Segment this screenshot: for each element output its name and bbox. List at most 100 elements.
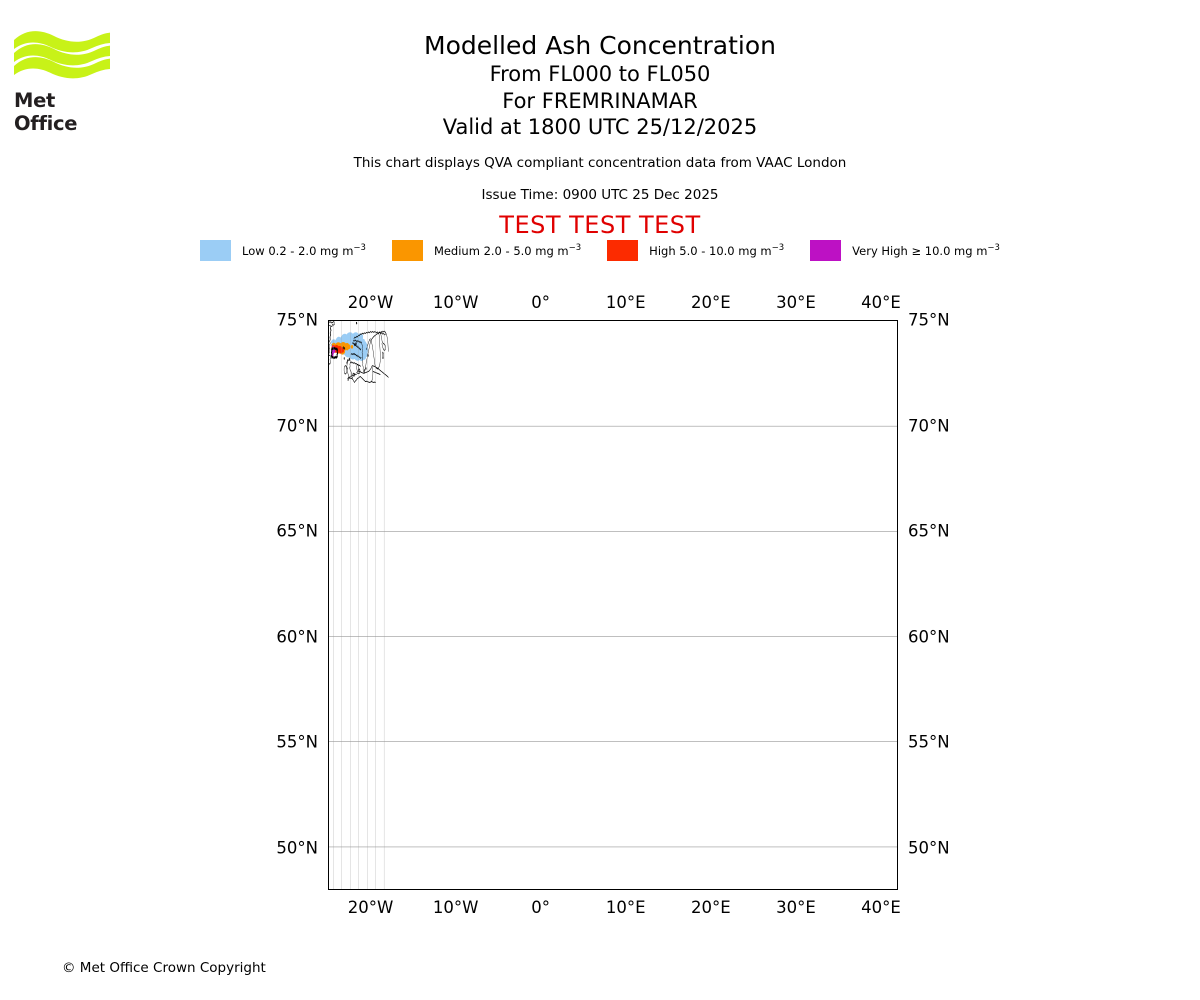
coastline-iceland bbox=[330, 346, 339, 360]
chart-header: Modelled Ash Concentration From FL000 to… bbox=[0, 0, 1200, 239]
copyright-notice: © Met Office Crown Copyright bbox=[62, 960, 266, 976]
lat-tick-left-60°N: 60°N bbox=[276, 627, 318, 647]
lat-tick-right-50°N: 50°N bbox=[908, 838, 950, 858]
lon-tick-top-0°: 0° bbox=[531, 293, 551, 312]
map-frame bbox=[328, 320, 898, 890]
coastline-layer bbox=[329, 321, 389, 383]
lat-tick-left-65°N: 65°N bbox=[276, 521, 318, 541]
legend-exponent-very-high: −3 bbox=[987, 242, 1000, 253]
coastline-onega bbox=[382, 351, 384, 359]
coastline-netherlands bbox=[352, 372, 357, 376]
lat-tick-left-50°N: 50°N bbox=[276, 838, 318, 858]
lat-tick-right-70°N: 70°N bbox=[908, 416, 950, 436]
concentration-legend: Low 0.2 - 2.0 mg m−3 Medium 2.0 - 5.0 mg … bbox=[0, 240, 1200, 261]
coastline-sweden bbox=[364, 340, 371, 374]
lat-tick-right-65°N: 65°N bbox=[908, 521, 950, 541]
legend-swatch-medium bbox=[391, 240, 423, 261]
legend-item-low: Low 0.2 - 2.0 mg m−3 bbox=[200, 240, 366, 261]
border-ukraine bbox=[371, 381, 376, 383]
legend-swatch-low bbox=[200, 240, 232, 261]
coastline-france-w bbox=[347, 377, 350, 381]
issue-time: Issue Time: 0900 UTC 25 Dec 2025 bbox=[481, 186, 719, 203]
legend-item-medium: Medium 2.0 - 5.0 mg m−3 bbox=[391, 240, 582, 261]
met-office-logo-text: Met Office bbox=[14, 89, 78, 135]
coastline-orkney bbox=[348, 357, 350, 360]
legend-item-very-high: Very High ≥ 10.0 mg m−3 bbox=[810, 240, 1000, 261]
border-finland-russia bbox=[377, 332, 381, 370]
ash-contour-medium bbox=[331, 342, 354, 351]
map-canvas bbox=[329, 321, 897, 889]
lon-tick-bottom-40°E: 40°E bbox=[861, 898, 901, 917]
test-banner: TEST TEST TEST bbox=[499, 210, 701, 239]
border-europe-3 bbox=[365, 380, 372, 383]
legend-exponent-high: −3 bbox=[771, 242, 785, 253]
legend-label-high: High 5.0 - 10.0 mg m−3 bbox=[649, 242, 785, 258]
page-title: Modelled Ash Concentration bbox=[424, 31, 776, 60]
coastline-bothnia-w bbox=[366, 338, 371, 351]
lon-tick-top-30°E: 30°E bbox=[776, 293, 816, 312]
lon-tick-top-20°E: 20°E bbox=[690, 293, 731, 312]
ash-concentration-map: 20°W 20°W 10°W 10°W 0° 0° 10°E 10°E 20°E 20°E 30°E… bbox=[276, 293, 949, 917]
coastline-hebrides bbox=[346, 361, 348, 364]
met-office-wave-logo-icon bbox=[14, 31, 110, 79]
coastline-faroes-2 bbox=[343, 357, 345, 360]
qva-note: This chart displays QVA compliant concen… bbox=[353, 154, 847, 171]
coastline-norway-fjords bbox=[352, 342, 362, 351]
coastline-bothnia-e bbox=[370, 339, 376, 368]
legend-item-high: High 5.0 - 10.0 mg m−3 bbox=[607, 240, 784, 261]
coastline-ireland bbox=[343, 365, 347, 375]
lon-tick-bottom-10°W: 10°W bbox=[432, 898, 479, 917]
coastline-greenland-s bbox=[329, 354, 331, 365]
coastline-netherlands-inner bbox=[353, 373, 355, 377]
coastline-faroes bbox=[344, 347, 346, 350]
legend-label-low: Low 0.2 - 2.0 mg m−3 bbox=[242, 242, 366, 258]
lat-tick-left-55°N: 55°N bbox=[276, 732, 318, 752]
coastline-svalbard bbox=[355, 321, 358, 325]
coastline-lofoten bbox=[354, 343, 356, 347]
valid-time: Valid at 1800 UTC 25/12/2025 bbox=[442, 115, 758, 139]
lon-tick-bottom-20°W: 20°W bbox=[347, 898, 394, 917]
lon-tick-bottom-10°E: 10°E bbox=[605, 898, 646, 917]
border-poland-east bbox=[371, 365, 374, 383]
legend-swatch-high bbox=[607, 240, 639, 261]
coastline-russia-ne bbox=[385, 331, 389, 352]
coastline-jan-mayen bbox=[342, 346, 344, 350]
legend-exponent-low: −3 bbox=[353, 242, 366, 253]
coastline-denmark bbox=[356, 363, 359, 373]
lat-tick-left-75°N: 75°N bbox=[276, 310, 318, 330]
border-europe-2 bbox=[360, 376, 366, 383]
lon-tick-top-10°W: 10°W bbox=[432, 293, 479, 312]
coastline-france bbox=[348, 376, 355, 383]
coastline-baltic-south bbox=[360, 365, 373, 374]
lon-tick-bottom-0°: 0° bbox=[531, 898, 551, 917]
legend-label-medium: Medium 2.0 - 5.0 mg m−3 bbox=[433, 242, 582, 258]
coastline-norway-sw bbox=[350, 352, 362, 359]
border-baltic-states bbox=[371, 365, 376, 368]
border-central-europe bbox=[354, 376, 361, 383]
lat-tick-right-55°N: 55°N bbox=[908, 732, 950, 752]
coastline-finland bbox=[370, 332, 379, 342]
lon-tick-bottom-20°E: 20°E bbox=[690, 898, 731, 917]
met-office-logo: Met Office bbox=[14, 28, 114, 135]
border-belarus-russia bbox=[372, 371, 381, 375]
volcano-name: For FREMRINAMAR bbox=[502, 88, 698, 113]
coastline-germany-north bbox=[356, 371, 361, 375]
coastline-lofoten-2 bbox=[355, 342, 357, 346]
coastline-isle-of-man bbox=[346, 367, 348, 370]
graticule-layer bbox=[329, 321, 897, 889]
lon-tick-bottom-30°E: 30°E bbox=[776, 898, 816, 917]
coastline-aland bbox=[367, 354, 369, 357]
coastline-norway bbox=[353, 331, 386, 340]
flight-level-range: From FL000 to FL050 bbox=[489, 62, 711, 86]
border-russia-south bbox=[376, 366, 389, 378]
legend-swatch-very-high bbox=[810, 240, 842, 261]
coastline-kola bbox=[378, 330, 386, 334]
lat-tick-right-75°N: 75°N bbox=[908, 310, 950, 330]
coastline-norway-w bbox=[353, 339, 365, 374]
legend-exponent-medium: −3 bbox=[568, 242, 582, 253]
coastline-norway-south bbox=[350, 361, 361, 367]
lat-tick-left-70°N: 70°N bbox=[276, 416, 318, 436]
lon-tick-top-20°W: 20°W bbox=[347, 293, 394, 312]
coastline-white-sea bbox=[380, 333, 386, 351]
lon-tick-top-10°E: 10°E bbox=[605, 293, 646, 312]
